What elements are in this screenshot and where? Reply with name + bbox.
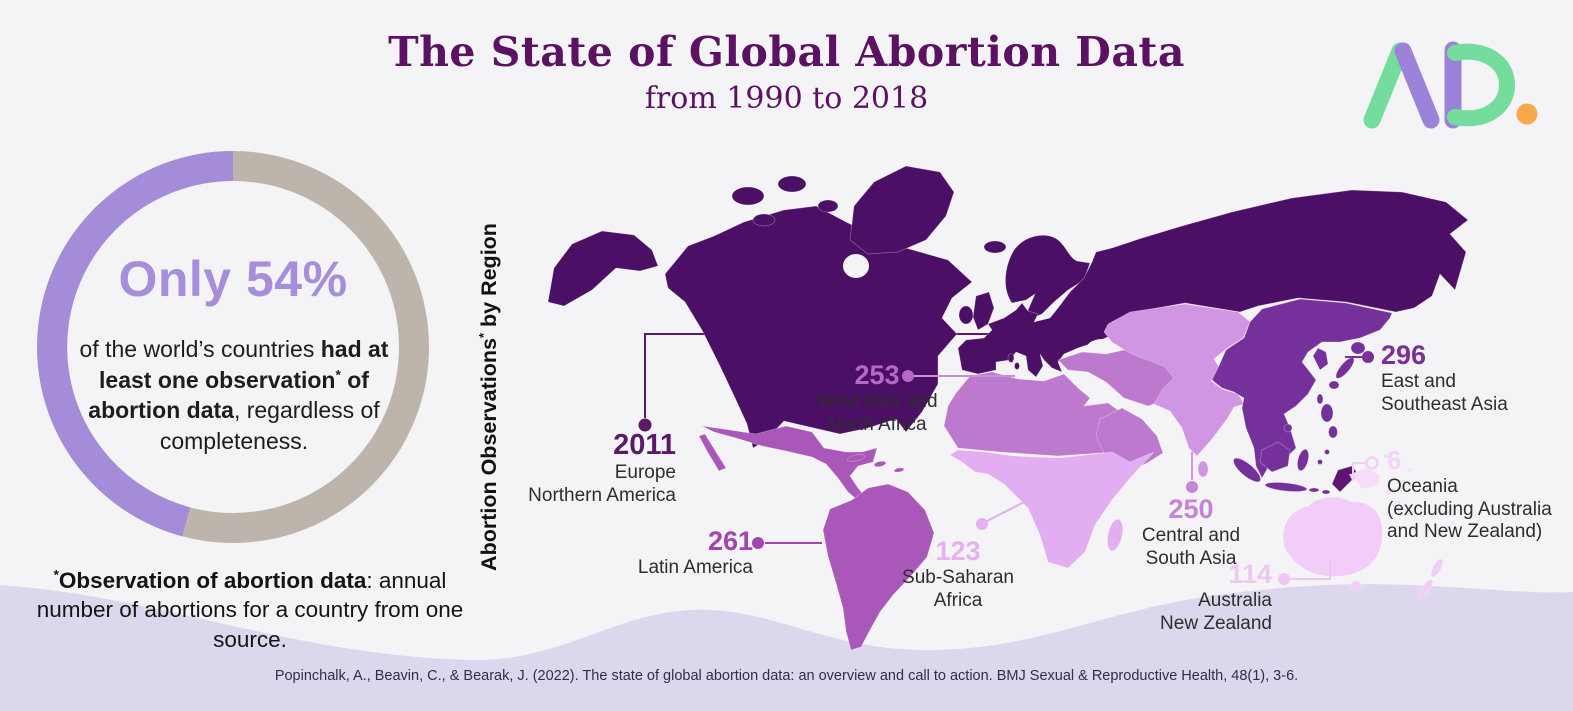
region-value: 123 [935, 536, 981, 566]
donut-description-asterisk: * [335, 366, 341, 382]
page-subtitle: from 1990 to 2018 [644, 81, 929, 116]
region-label-oceania: 6 Oceania (excluding Australia and New Z… [1387, 445, 1552, 543]
donut-description-bold-1: had at least one observation [99, 336, 389, 393]
region-name-line: North Africa [827, 413, 927, 435]
region-shape-west-asia-north-africa [943, 349, 1181, 474]
region-shape-sub-saharan-africa [949, 449, 1155, 569]
region-label-west-asia-north-africa: 253 West Asia and North Africa [757, 361, 997, 436]
logo-dot [1516, 103, 1538, 125]
region-shape-latin-america [698, 425, 935, 651]
map-axis-label: Abortion Observations* by Region [476, 223, 502, 571]
footnote-asterisk: * [53, 567, 59, 583]
region-name-line: and New Zealand) [1387, 520, 1543, 542]
donut-description: of the world’s countries had at least on… [77, 334, 391, 456]
region-name-line: Oceania [1387, 476, 1458, 498]
region-name-line: Africa [933, 589, 983, 611]
logo-d-bowl [1447, 43, 1516, 127]
region-value: 261 [707, 526, 753, 556]
region-name-line: Latin America [637, 557, 753, 579]
citation: Popinchalk, A., Beavin, C., & Bearak, J.… [274, 668, 1299, 684]
region-name-line: West Asia and [816, 391, 938, 413]
region-label-central-south-asia: 250 Central and South Asia [1071, 495, 1311, 570]
region-shape-central-south-asia [1103, 303, 1251, 478]
ad-logo [1363, 41, 1538, 129]
region-label-europe-northern-america: 2011 Europe Northern America [528, 430, 676, 507]
region-name-line: Europe [614, 462, 676, 484]
donut-headline: Only 54% [118, 251, 348, 307]
footnote-bold: Observation of abortion data [58, 568, 367, 593]
region-name-line: South Asia [1145, 547, 1237, 569]
region-shape-europe-northern-america [547, 165, 1469, 449]
connector-central-south-asia [1186, 452, 1198, 493]
connector-oceania [1349, 456, 1379, 482]
region-shape-oceania [1351, 453, 1456, 526]
axis-label-asterisk: * [475, 332, 491, 338]
donut-description-bold-2: of abortion data [88, 366, 369, 424]
connector-east-southeast-asia [1345, 351, 1374, 363]
donut-chart [37, 151, 429, 543]
region-shape-australia-new-zealand [1282, 496, 1444, 599]
region-shape-east-southeast-asia [1211, 298, 1393, 495]
logo-a-left-stroke [1363, 42, 1409, 129]
axis-label-text-2: by Region [477, 223, 502, 333]
connector-australia-new-zealand [1278, 559, 1331, 585]
region-name-line: Southeast Asia [1381, 393, 1508, 415]
page-title: The State of Global Abortion Data [388, 28, 1185, 76]
region-name-line: Australia [1198, 590, 1272, 612]
region-label-australia-new-zealand: 114 Australia New Zealand [1160, 560, 1272, 635]
donut-description-normal-1: of the world’s countries [79, 336, 321, 362]
header: The State of Global Abortion Data from 1… [0, 28, 1573, 116]
region-label-latin-america: 261 Latin America [638, 527, 753, 580]
region-value: 2011 [613, 429, 676, 461]
region-name-line: Central and [1141, 525, 1241, 547]
donut-filled-arc [37, 151, 234, 537]
connector-latin-america [752, 537, 822, 549]
connector-sub-saharan-africa [976, 497, 1033, 530]
region-name-line: Sub-Saharan [902, 567, 1014, 589]
donut-description-normal-2: , regardless of completeness. [159, 397, 380, 454]
connector-west-asia-north-africa [902, 370, 1015, 382]
region-label-sub-saharan-africa: 123 Sub-Saharan Africa [828, 537, 1088, 612]
region-name-line: New Zealand [1160, 612, 1272, 634]
region-label-east-southeast-asia: 296 East and Southeast Asia [1381, 341, 1508, 416]
wave-background [0, 584, 1573, 711]
region-name-line: Northern America [528, 484, 676, 506]
region-value: 253 [854, 360, 900, 390]
region-value: 6 [1387, 445, 1402, 475]
region-name-line: East and [1381, 371, 1456, 393]
region-value: 296 [1381, 340, 1427, 370]
logo-a-right-stroke [1394, 42, 1440, 129]
footnote-rest: : annual number of abortions for a count… [36, 568, 464, 652]
footnote: *Observation of abortion data: annual nu… [30, 566, 470, 654]
region-value: 114 [1228, 559, 1272, 589]
axis-label-text: Abortion Observations [477, 337, 502, 571]
region-name-line: (excluding Australia [1387, 498, 1552, 520]
region-value: 250 [1168, 494, 1214, 524]
